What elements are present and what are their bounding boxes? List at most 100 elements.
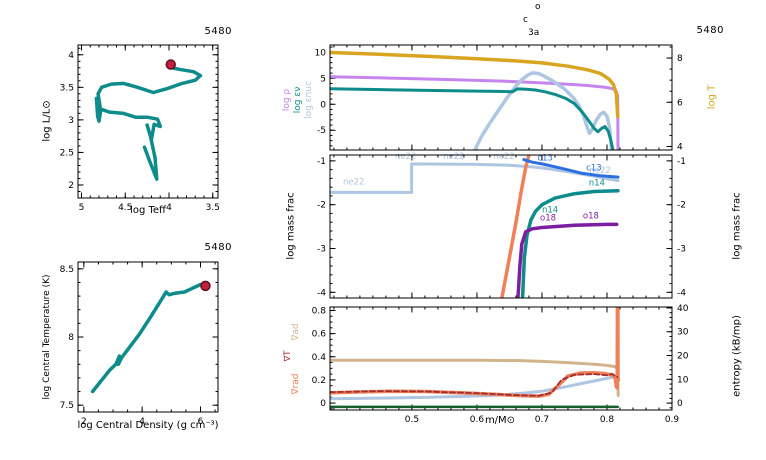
top-panel-label-log-eps-nuc: log εnuc <box>304 81 314 119</box>
isotope-label-ne22: ne22 <box>395 152 416 162</box>
tick-label: 0 <box>677 399 683 409</box>
tick-label: -4 <box>677 288 686 298</box>
series-log-rho <box>330 75 620 150</box>
current-model-marker <box>165 59 176 70</box>
series-o18 <box>516 222 619 298</box>
tick-label: -2 <box>317 201 326 211</box>
tick-label: 40 <box>677 304 689 314</box>
tick-label: 20 <box>677 352 689 362</box>
tick-label: 10 <box>677 375 689 385</box>
series-coral-isotope <box>500 155 531 298</box>
tick-label: 8 <box>68 333 74 343</box>
bottom-panel-right-axis-label: entropy (kB/mp) <box>731 315 743 397</box>
panel-frame <box>329 306 673 411</box>
top-panel-label-log-eps-nu: log εν <box>293 86 303 114</box>
burn-zone-annotation-c: c <box>523 15 528 25</box>
panel-frame <box>77 44 219 199</box>
tick-label: 2 <box>68 181 74 191</box>
isotope-label-ne22: ne22 <box>443 152 464 162</box>
hr-model-number: 5480 <box>204 26 232 37</box>
tick-label: 0.4 <box>312 353 327 363</box>
isotope-label-ne22: ne22 <box>589 166 610 176</box>
tick-label: 0 <box>320 100 326 110</box>
tick-label: 0 <box>320 399 326 409</box>
tick-label: 4 <box>68 51 74 61</box>
tick-label: 3 <box>68 116 74 126</box>
tick-label: 3.5 <box>60 83 74 93</box>
tick-label: 5 <box>79 203 85 213</box>
series-grad-rad <box>330 307 621 398</box>
tick-label: 3.5 <box>206 203 220 213</box>
hr-x-axis-label: log Teff <box>130 205 166 216</box>
isotope-label-n14: n14 <box>542 206 558 216</box>
tick-label: -1 <box>677 157 686 167</box>
profile-model-number: 5480 <box>696 25 724 36</box>
tick-label: 0.9 <box>665 415 680 425</box>
series-log-T <box>330 50 620 119</box>
isotope-label-c13: c13 <box>537 153 553 163</box>
tick-label: 7.5 <box>60 401 74 411</box>
top-panel-label-log-rho: log ρ <box>282 88 292 112</box>
series-entropy <box>330 373 620 401</box>
tick-label: -2 <box>677 201 686 211</box>
panel-profile-bottom: 0.5 0.6 0.7 0.8 0.9 0.8 0.6 0.4 0.2 0 40 30 20 10 0 <box>312 304 689 425</box>
trho-y-axis-label: log Central Temperature (K) <box>42 274 52 400</box>
tick-label: 0.6 <box>312 330 327 340</box>
series-evolution-track <box>94 64 203 181</box>
isotope-label-n14: n14 <box>589 178 605 188</box>
bottom-panel-label-grad-rad: ∇rad <box>291 373 301 395</box>
tick-label: 10 <box>315 48 327 58</box>
isotope-label-o18: o18 <box>583 211 599 221</box>
series-c13 <box>522 158 620 179</box>
tick-label: 0.7 <box>535 415 549 425</box>
isotope-label-c13: c13 <box>586 164 602 174</box>
hr-y-axis-label: log L/L⊙ <box>41 100 53 142</box>
tick-label: 0.2 <box>312 376 326 386</box>
panel-hr: 5 4.5 4 3.5 2 2.5 3 3.5 4 <box>60 44 220 213</box>
tick-label: -1 <box>317 157 326 167</box>
burn-zone-annotation-o: o <box>535 2 541 12</box>
tick-label: 4 <box>677 142 683 152</box>
panel-frame <box>329 44 673 151</box>
tick-label: -4 <box>317 288 326 298</box>
series-log-eps-nu <box>330 87 615 150</box>
isotope-label-ne22: ne22 <box>493 152 514 162</box>
top-panel-right-axis-label: log T <box>706 84 718 110</box>
tick-label: 2.5 <box>60 148 74 158</box>
mid-panel-y-axis-label: log mass frac <box>285 192 297 260</box>
series-n14 <box>520 188 620 298</box>
tick-label: 8 <box>677 54 683 64</box>
mid-panel-right-axis-label: log mass frac <box>731 192 743 260</box>
tick-label: 6 <box>198 417 204 427</box>
current-model-marker <box>200 280 211 292</box>
bottom-panel-label-grad-ad: ∇ad <box>291 323 301 341</box>
series-central-conditions-track <box>90 282 206 394</box>
tick-label: -5 <box>317 126 326 136</box>
series-log-eps-nuc <box>473 71 614 150</box>
tick-label: 4 <box>139 417 145 427</box>
trho-model-number: 5480 <box>204 242 232 253</box>
tick-label: -3 <box>317 244 326 254</box>
tick-label: 5 <box>320 74 326 84</box>
series-ne22 <box>330 162 620 194</box>
bottom-panel-label-grad-T: ∇T <box>283 350 293 362</box>
panel-frame <box>329 154 673 299</box>
series-grad-T <box>330 372 619 397</box>
tick-label: -3 <box>677 244 686 254</box>
tick-label: 30 <box>677 328 689 338</box>
panel-trho: 2 4 6 7.5 8 8.5 <box>60 261 219 427</box>
tick-label: 2 <box>81 417 87 427</box>
tick-label: 0.8 <box>312 306 327 316</box>
tick-label: 0.5 <box>405 415 419 425</box>
panel-frame <box>77 261 219 413</box>
profile-x-axis-label: m/M⊙ <box>484 415 516 426</box>
tick-label: 4 <box>166 203 172 213</box>
tick-label: 6 <box>677 98 683 108</box>
tick-label: 4.5 <box>118 203 132 213</box>
isotope-label-o18: o18 <box>540 213 556 223</box>
burn-zone-annotation-3a: 3a <box>528 28 540 38</box>
tick-label: 0.8 <box>600 415 615 425</box>
